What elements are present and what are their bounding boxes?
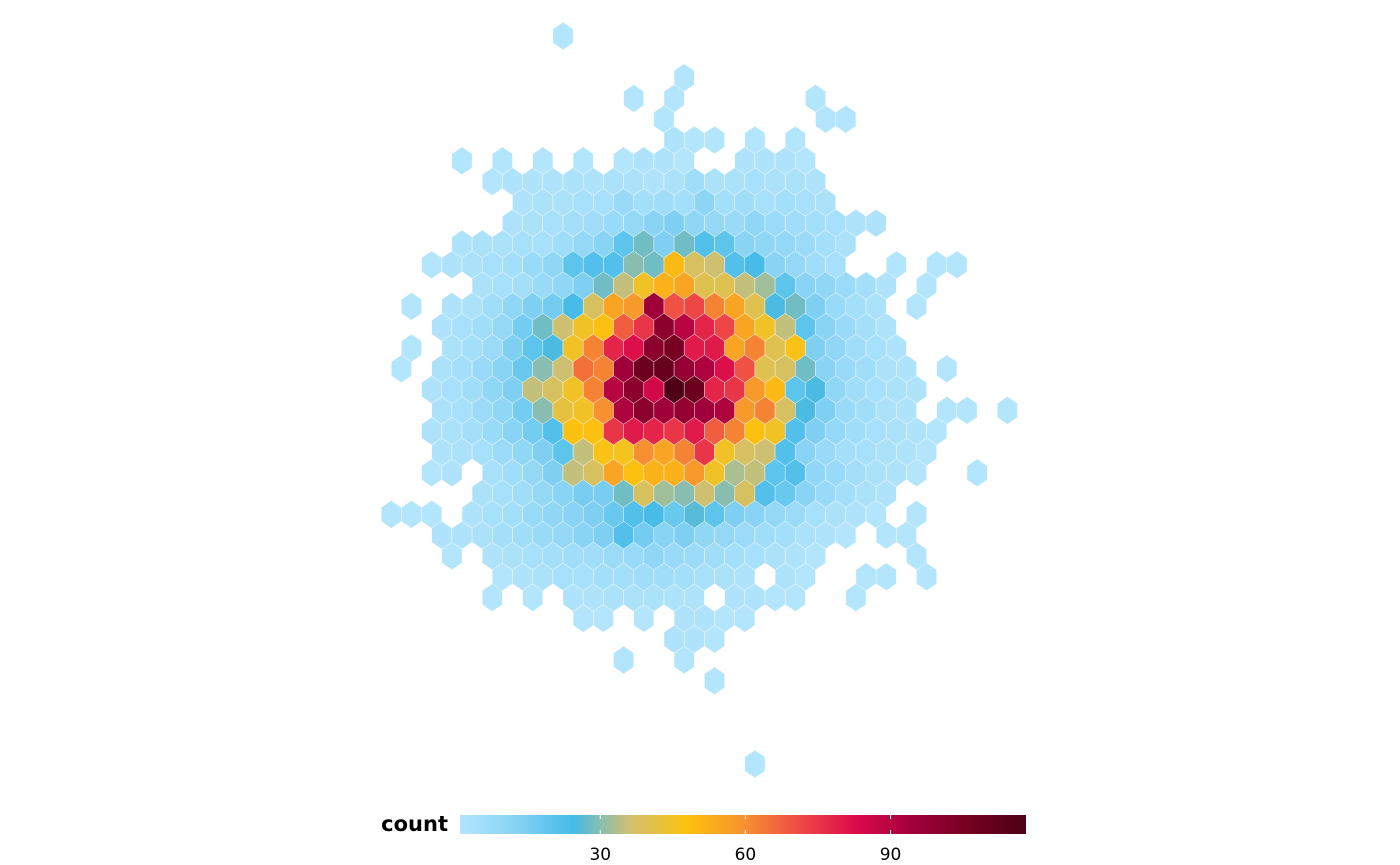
hex-bin [633, 604, 655, 633]
hex-bin [835, 105, 857, 134]
hex-bin [734, 604, 756, 633]
hex-bin [552, 21, 574, 51]
hex-bin [785, 583, 806, 612]
hex-bin [482, 583, 503, 612]
colorbar [460, 815, 1026, 834]
hex-bin [704, 625, 725, 654]
hex-bin [673, 645, 695, 675]
hex-bin [441, 541, 463, 571]
hex-bin [906, 292, 927, 321]
hex-bin [845, 583, 867, 612]
colorbar-tick-label: 30 [589, 845, 611, 865]
hex-bin [401, 292, 422, 321]
legend-title: count [381, 812, 448, 836]
hex-bin [936, 354, 958, 383]
hex-bin [906, 458, 927, 487]
hex-bin [997, 396, 1018, 425]
hex-bin [966, 458, 988, 487]
hex-bin [835, 521, 857, 550]
hex-bin [704, 125, 725, 155]
hex-bin [613, 645, 634, 675]
hex-bin [522, 583, 543, 612]
hex-bin [916, 562, 937, 591]
hex-bin [865, 209, 887, 238]
hex-bin [744, 749, 766, 779]
colorbar-tick-label: 60 [735, 845, 757, 865]
colorbar-tick-label: 90 [880, 845, 902, 865]
hex-bin [401, 500, 422, 529]
hex-bin [593, 604, 614, 633]
hex-bin [956, 396, 978, 425]
hex-bin [441, 458, 463, 487]
hex-bin [946, 250, 968, 279]
hex-bin [451, 146, 473, 175]
hex-bin [391, 354, 412, 383]
hex-bin [704, 666, 725, 695]
hex-bin [623, 84, 644, 113]
hex-bin [421, 250, 442, 279]
hex-bin [875, 562, 897, 591]
hex-bin [381, 500, 402, 529]
